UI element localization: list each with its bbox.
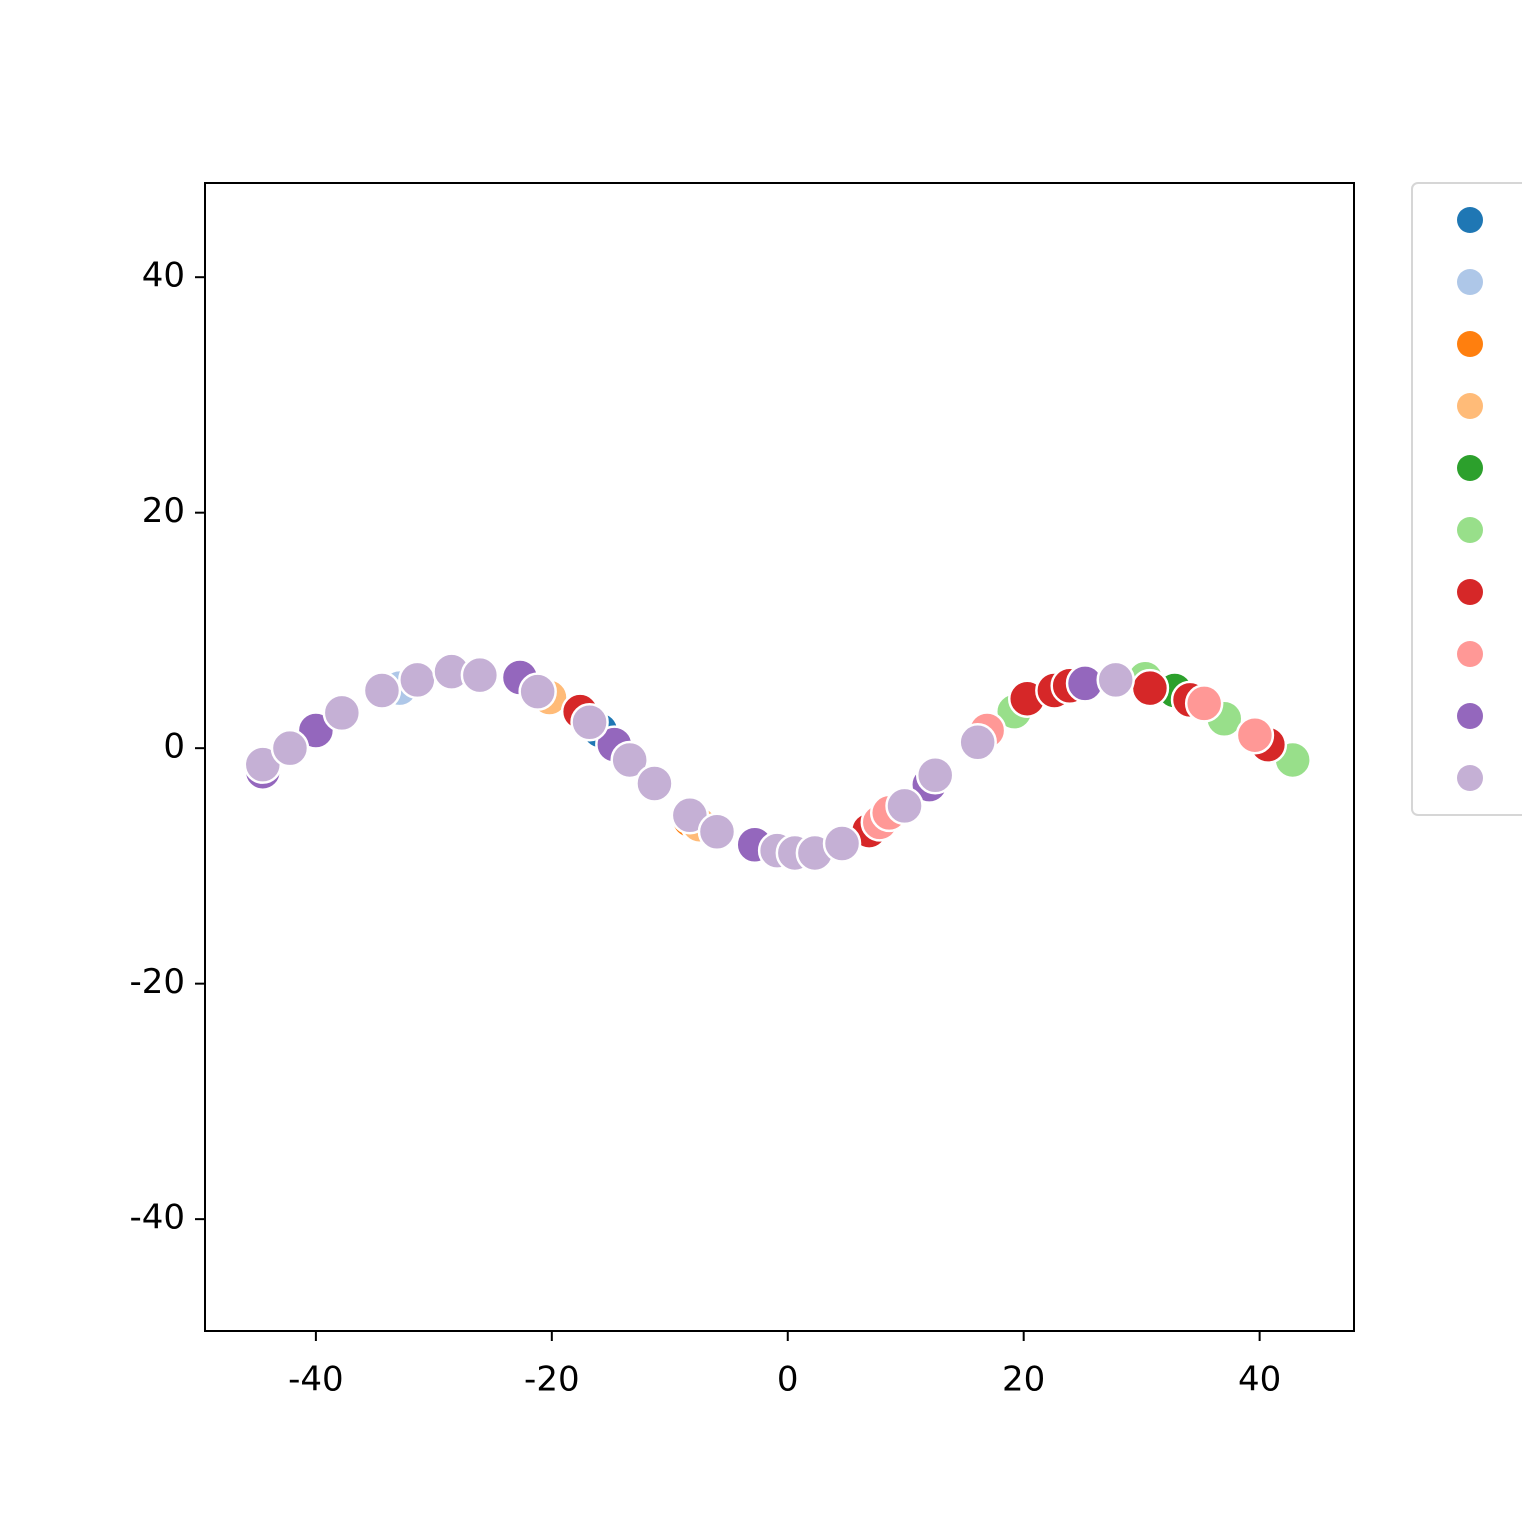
legend-marker [1457, 641, 1483, 667]
legend-marker [1457, 269, 1483, 295]
point [610, 740, 649, 780]
point [1235, 715, 1275, 755]
point [885, 786, 924, 826]
point [362, 671, 402, 710]
legend-box [1411, 182, 1522, 816]
y-tick-label: 0 [163, 727, 185, 767]
y-tick-label: 20 [142, 491, 185, 531]
point [518, 672, 557, 711]
point [822, 824, 862, 863]
x-tick-label: 40 [1238, 1360, 1281, 1400]
legend-marker [1457, 455, 1483, 481]
point [570, 703, 609, 742]
x-tick-label: -20 [524, 1360, 580, 1400]
point [460, 655, 500, 695]
y-tick-label: -40 [129, 1198, 185, 1238]
point [1130, 668, 1170, 708]
legend-marker [1457, 331, 1483, 357]
point [1096, 660, 1135, 700]
point [915, 756, 955, 795]
legend-marker [1457, 765, 1483, 791]
point [697, 812, 737, 852]
point [398, 660, 437, 700]
x-tick-label: -40 [288, 1360, 344, 1400]
legend-marker [1457, 579, 1483, 605]
point [1184, 684, 1224, 723]
legend-marker [1457, 393, 1483, 419]
legend-marker [1457, 517, 1483, 543]
point [635, 764, 674, 803]
point [322, 693, 362, 733]
legend-marker [1457, 207, 1483, 233]
y-tick-label: 40 [142, 256, 185, 296]
legend-marker [1457, 703, 1483, 729]
y-tick-label: -20 [129, 962, 185, 1002]
x-tick-label: 20 [1002, 1360, 1045, 1400]
plot-frame [204, 182, 1355, 1332]
x-tick-label: 0 [777, 1360, 799, 1400]
point [270, 728, 310, 768]
point [958, 723, 997, 762]
